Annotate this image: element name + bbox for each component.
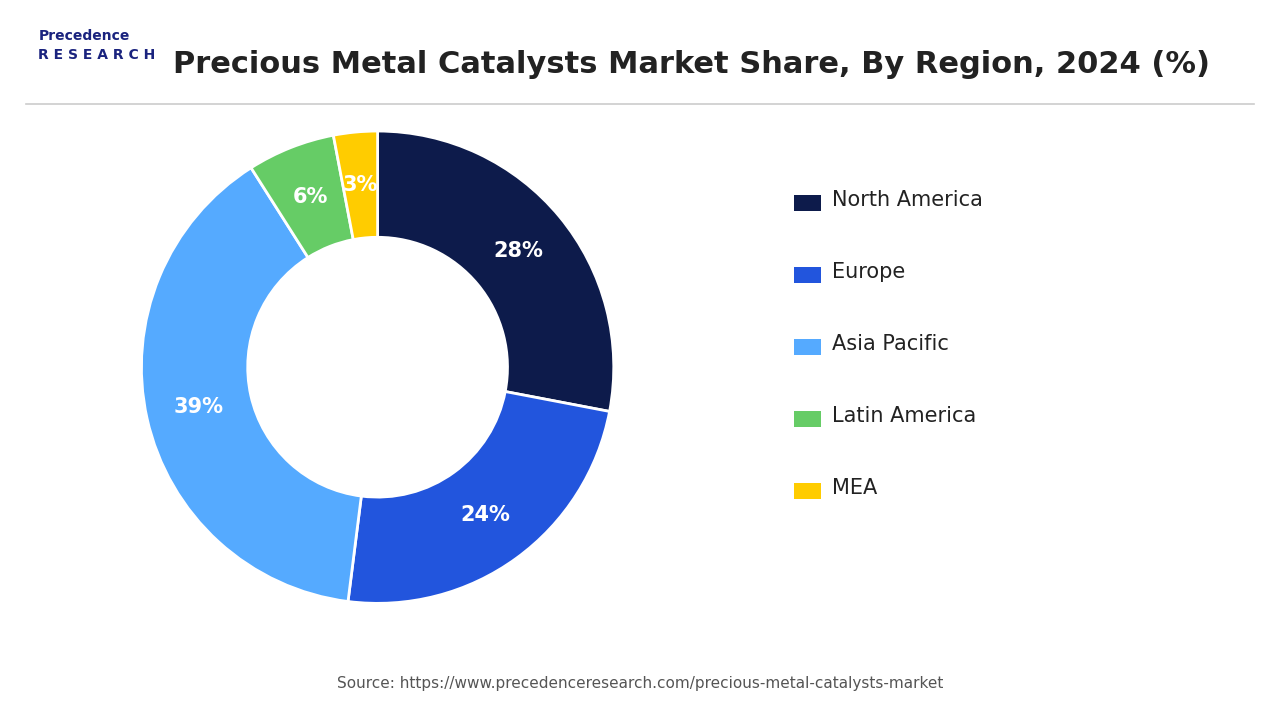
Wedge shape bbox=[333, 131, 378, 240]
Text: 24%: 24% bbox=[461, 505, 511, 526]
Text: 39%: 39% bbox=[174, 397, 224, 417]
Text: Asia Pacific: Asia Pacific bbox=[832, 334, 948, 354]
Text: 3%: 3% bbox=[343, 175, 378, 195]
Text: MEA: MEA bbox=[832, 478, 877, 498]
Wedge shape bbox=[142, 168, 361, 601]
Text: Europe: Europe bbox=[832, 262, 905, 282]
Wedge shape bbox=[378, 131, 613, 411]
Text: Source: https://www.precedenceresearch.com/precious-metal-catalysts-market: Source: https://www.precedenceresearch.c… bbox=[337, 676, 943, 691]
Text: Precious Metal Catalysts Market Share, By Region, 2024 (%): Precious Metal Catalysts Market Share, B… bbox=[173, 50, 1210, 79]
Wedge shape bbox=[251, 135, 353, 258]
Text: 6%: 6% bbox=[293, 187, 328, 207]
Text: Latin America: Latin America bbox=[832, 406, 977, 426]
Text: North America: North America bbox=[832, 190, 983, 210]
Text: 28%: 28% bbox=[494, 240, 544, 261]
Text: Precedence
R E S E A R C H: Precedence R E S E A R C H bbox=[38, 29, 156, 63]
Wedge shape bbox=[348, 392, 609, 603]
